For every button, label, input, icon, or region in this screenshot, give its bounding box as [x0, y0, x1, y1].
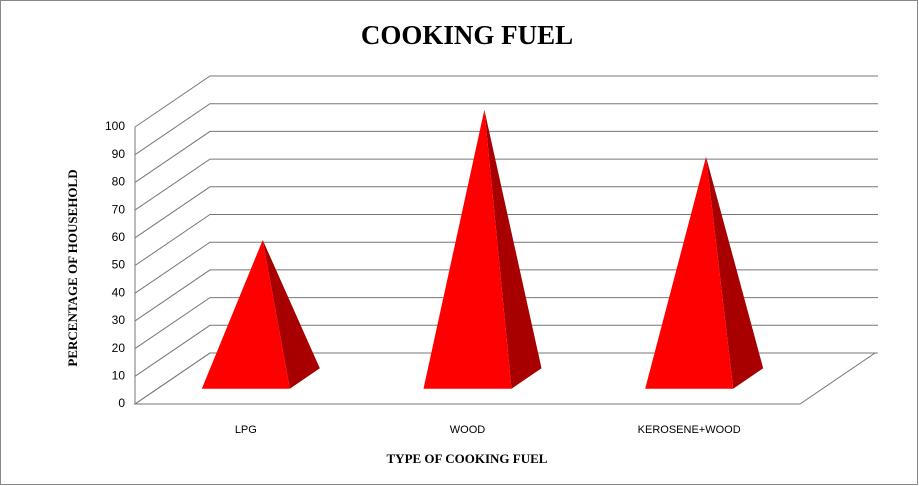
pyramid-front — [645, 156, 734, 389]
pyramid-front — [201, 240, 290, 389]
pyramid — [645, 156, 764, 389]
pyramid — [423, 109, 542, 389]
grid-line — [134, 103, 878, 156]
pyramid — [201, 240, 320, 389]
y-tick-label: 80 — [112, 175, 126, 189]
grid-line — [134, 297, 878, 350]
grid-line — [134, 241, 878, 294]
grid-line — [134, 186, 878, 239]
grid-line — [134, 158, 878, 211]
y-tick-label: 20 — [112, 341, 126, 355]
pyramid-side — [706, 156, 764, 389]
x-tick-label: KEROSENE+WOOD — [638, 424, 741, 436]
y-tick-label: 40 — [112, 285, 126, 299]
grid-line — [134, 75, 878, 128]
x-axis-title: TYPE OF COOKING FUEL — [387, 451, 548, 466]
x-tick-label: LPG — [235, 424, 257, 436]
y-tick-label: 100 — [105, 119, 125, 133]
pyramid-front — [423, 109, 512, 389]
y-tick-label: 60 — [112, 230, 126, 244]
pyramid-side — [484, 109, 542, 389]
y-tick-label: 90 — [112, 147, 126, 161]
y-tick-label: 70 — [112, 202, 126, 216]
grid-line — [134, 324, 878, 377]
y-tick-label: 0 — [118, 396, 125, 410]
grid-line — [134, 214, 878, 266]
chart-title: COOKING FUEL — [361, 20, 573, 50]
grid-line — [134, 130, 878, 183]
y-tick-label: 50 — [112, 258, 126, 272]
y-tick-label: 30 — [112, 313, 126, 327]
x-tick-label: WOOD — [450, 424, 485, 436]
y-axis-title: PERCENTAGE OF HOUSEHOLD — [65, 169, 80, 366]
pyramid-side — [262, 240, 320, 389]
grid-line — [134, 269, 878, 322]
y-tick-label: 10 — [112, 368, 126, 382]
